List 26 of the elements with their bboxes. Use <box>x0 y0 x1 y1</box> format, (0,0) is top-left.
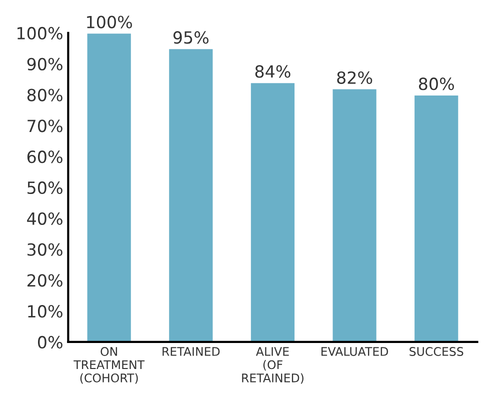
y-tick-label: 20% <box>27 274 62 287</box>
bar <box>250 82 296 342</box>
y-tick-label: 50% <box>28 181 62 194</box>
y-tick-label: 30% <box>28 243 62 256</box>
y-tick-label: 90% <box>27 58 62 70</box>
x-tick-label: EVALUATED <box>321 347 388 356</box>
data-label: 100% <box>87 16 132 28</box>
x-tick-label: ALIVE (OF RETAINED) <box>242 347 304 384</box>
bar <box>413 94 460 342</box>
data-label: 95% <box>173 31 209 44</box>
bar <box>168 48 214 342</box>
bar <box>86 32 132 342</box>
y-tick-label: 100% <box>18 26 62 40</box>
data-label: 84% <box>255 65 290 78</box>
y-tick-label: 60% <box>27 150 62 164</box>
y-tick-label: 0% <box>38 336 62 349</box>
y-tick-label: 80% <box>27 88 62 102</box>
x-tick-label: RETAINED <box>162 347 220 356</box>
x-tick-label: SUCCESS <box>410 347 464 356</box>
data-label: 82% <box>337 71 372 84</box>
y-tick-label: 70% <box>28 120 62 132</box>
data-label: 80% <box>418 78 454 90</box>
y-tick-label: 10% <box>28 305 62 318</box>
bar <box>331 88 378 342</box>
y-tick-label: 40% <box>27 212 62 225</box>
x-tick-label: ON TREATMENT (COHORT) <box>74 347 145 384</box>
